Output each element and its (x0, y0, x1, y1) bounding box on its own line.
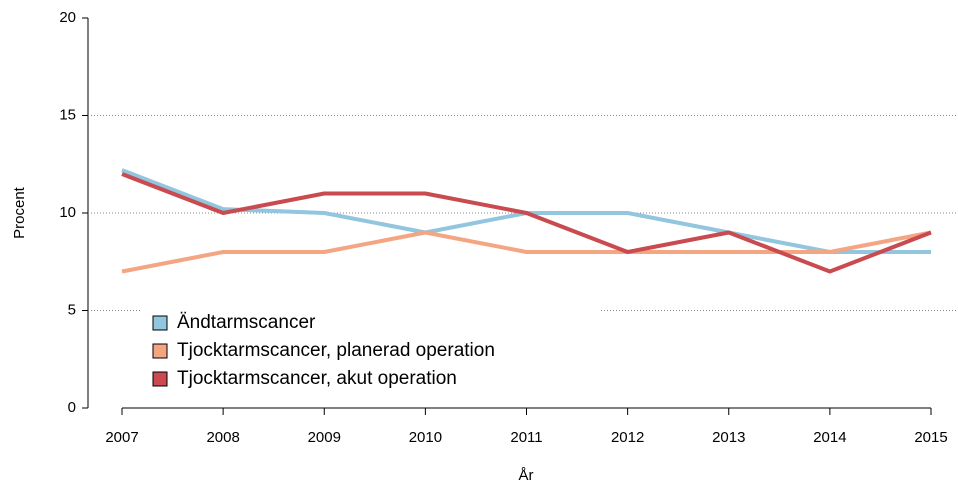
x-tick-label: 2009 (308, 429, 341, 446)
y-tick-label: 10 (59, 204, 76, 221)
x-tick-label: 2013 (712, 429, 745, 446)
series-line (121, 230, 932, 274)
x-tick-label: 2011 (510, 429, 542, 446)
x-axis-label: År (519, 467, 534, 484)
y-tick-label: 20 (59, 9, 76, 26)
y-tick-label: 15 (59, 106, 76, 123)
legend-background (140, 306, 600, 396)
x-tick-label: 2008 (206, 429, 239, 446)
x-tick-label: 2007 (105, 429, 138, 446)
x-tick-label: 2010 (409, 429, 442, 446)
y-tick-label: 0 (68, 399, 76, 416)
x-tick-label: 2012 (611, 429, 644, 446)
legend-label: Tjocktarmscancer, planerad operation (177, 340, 495, 361)
series-line (121, 172, 932, 274)
y-axis-label: Procent (11, 186, 28, 239)
x-tick-label: 2015 (914, 429, 947, 446)
legend-label: Tjocktarmscancer, akut operation (177, 368, 457, 389)
x-tick-label: 2014 (813, 429, 846, 446)
y-tick-label: 5 (68, 301, 76, 318)
legend-swatch (152, 315, 168, 331)
legend-swatch (152, 343, 168, 359)
legend: Ändtarmscancer Tjocktarmscancer, planerad… (140, 306, 600, 396)
legend-label: Ändtarmscancer (177, 312, 316, 333)
legend-swatch (152, 371, 168, 387)
